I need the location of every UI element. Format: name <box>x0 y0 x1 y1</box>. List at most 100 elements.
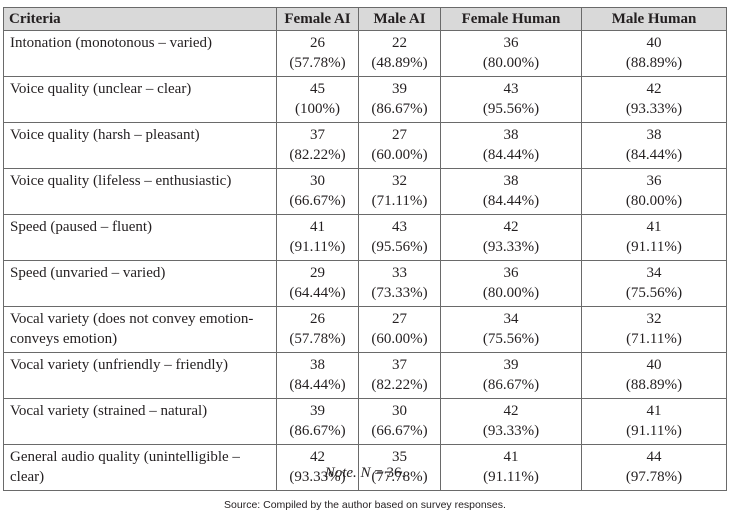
cell-criteria: General audio quality (unintelligible – … <box>3 444 277 491</box>
cell-criteria: Voice quality (unclear – clear) <box>3 76 277 123</box>
percent-value: (84.44%) <box>625 147 683 163</box>
percent-value: (93.33%) <box>289 469 346 485</box>
header-female-human: Female Human <box>440 7 582 31</box>
count-value: 44 <box>646 449 662 465</box>
table-row: Voice quality (unclear – clear) 45 (100%) 3… <box>3 76 727 123</box>
cell-male-ai: 27 (60.00%) <box>358 122 441 169</box>
count-value: 32 <box>646 311 662 327</box>
percent-value: (97.78%) <box>625 469 683 485</box>
count-value: 35 <box>392 449 407 465</box>
cell-female-human: 42 (93.33%) <box>440 398 582 445</box>
count-value: 41 <box>646 219 662 235</box>
percent-value: (95.56%) <box>371 239 428 255</box>
count-value: 37 <box>392 357 407 373</box>
count-value: 30 <box>392 403 407 419</box>
cell-criteria: Speed (paused – fluent) <box>3 214 277 261</box>
cell-criteria: Vocal variety (unfriendly – friendly) <box>3 352 277 399</box>
percent-value: (75.56%) <box>482 331 540 347</box>
header-row: Criteria Female AI Male AI Female Human … <box>3 7 727 31</box>
cell-female-ai: 26 (57.78%) <box>276 306 359 353</box>
count-value: 37 <box>310 127 325 143</box>
count-value: 39 <box>503 357 519 373</box>
note-suffix: = 36. <box>370 465 406 481</box>
count-value: 22 <box>392 35 407 51</box>
cell-criteria: Voice quality (harsh – pleasant) <box>3 122 277 169</box>
source-caption: Source: Compiled by the author based on … <box>224 499 506 511</box>
table-row: Vocal variety (unfriendly – friendly) 38 (… <box>3 352 727 399</box>
percent-value: (57.78%) <box>289 331 346 347</box>
cell-female-human: 36 (80.00%) <box>440 30 582 77</box>
cell-female-ai: 30 (66.67%) <box>276 168 359 215</box>
cell-male-human: 36 (80.00%) <box>581 168 727 215</box>
count-value: 42 <box>646 81 662 97</box>
cell-female-ai: 45 (100%) <box>276 76 359 123</box>
header-criteria: Criteria <box>3 7 277 31</box>
percent-value: (86.67%) <box>482 377 540 393</box>
cell-criteria: Intonation (monotonous – varied) <box>3 30 277 77</box>
percent-value: (71.11%) <box>371 193 428 209</box>
count-value: 40 <box>646 357 662 373</box>
count-value: 45 <box>310 81 325 97</box>
header-male-human: Male Human <box>581 7 727 31</box>
cell-male-ai: 22 (48.89%) <box>358 30 441 77</box>
count-value: 38 <box>310 357 325 373</box>
percent-value: (91.11%) <box>289 239 346 255</box>
cell-female-human: 43 (95.56%) <box>440 76 582 123</box>
count-value: 42 <box>503 219 519 235</box>
count-value: 42 <box>310 449 325 465</box>
cell-criteria: Vocal variety (strained – natural) <box>3 398 277 445</box>
cell-male-human: 34 (75.56%) <box>581 260 727 307</box>
cell-male-human: 42 (93.33%) <box>581 76 727 123</box>
cell-male-ai: 27 (60.00%) <box>358 306 441 353</box>
percent-value: (75.56%) <box>625 285 683 301</box>
table-row: Voice quality (harsh – pleasant) 37 (82.22… <box>3 122 727 169</box>
cell-criteria: Vocal variety (does not convey emotion-c… <box>3 306 277 353</box>
table-row: Vocal variety (strained – natural) 39 (86.… <box>3 398 727 445</box>
cell-criteria: Speed (unvaried – varied) <box>3 260 277 307</box>
table-row: Vocal variety (does not convey emotion-c… <box>3 306 727 353</box>
percent-value: (66.67%) <box>371 423 428 439</box>
percent-value: (80.00%) <box>625 193 683 209</box>
table-note: Note. N = 36. <box>0 465 730 482</box>
percent-value: (93.33%) <box>625 101 683 117</box>
cell-male-human: 32 (71.11%) <box>581 306 727 353</box>
cell-female-human: 39 (86.67%) <box>440 352 582 399</box>
cell-female-human: 41 (91.11%) <box>440 444 582 491</box>
percent-value: (57.78%) <box>289 55 346 71</box>
count-value: 41 <box>646 403 662 419</box>
results-table: Criteria Female AI Male AI Female Human … <box>3 7 727 491</box>
percent-value: (60.00%) <box>371 331 428 347</box>
count-value: 33 <box>392 265 407 281</box>
percent-value: (84.44%) <box>482 147 540 163</box>
table-row: Speed (paused – fluent) 41 (91.11%) 43 (95.5… <box>3 214 727 261</box>
percent-value: (88.89%) <box>625 55 683 71</box>
table-header: Criteria Female AI Male AI Female Human … <box>3 7 727 31</box>
percent-value: (77.78%) <box>371 469 428 485</box>
table-row: Speed (unvaried – varied) 29 (64.44%) 33 (73… <box>3 260 727 307</box>
percent-value: (80.00%) <box>482 55 540 71</box>
percent-value: (80.00%) <box>482 285 540 301</box>
percent-value: (88.89%) <box>625 377 683 393</box>
cell-female-human: 34 (75.56%) <box>440 306 582 353</box>
cell-female-ai: 41 (91.11%) <box>276 214 359 261</box>
percent-value: (84.44%) <box>482 193 540 209</box>
count-value: 36 <box>503 265 519 281</box>
count-value: 41 <box>503 449 519 465</box>
count-value: 30 <box>310 173 325 189</box>
percent-value: (60.00%) <box>371 147 428 163</box>
cell-female-ai: 26 (57.78%) <box>276 30 359 77</box>
count-value: 40 <box>646 35 662 51</box>
count-value: 32 <box>392 173 407 189</box>
percent-value: (100%) <box>295 101 340 117</box>
count-value: 39 <box>310 403 325 419</box>
count-value: 34 <box>503 311 519 327</box>
table-row: Intonation (monotonous – varied) 26 (57.78… <box>3 30 727 77</box>
count-value: 27 <box>392 127 407 143</box>
cell-female-human: 36 (80.00%) <box>440 260 582 307</box>
cell-female-human: 38 (84.44%) <box>440 122 582 169</box>
count-value: 26 <box>310 311 325 327</box>
table-row: Voice quality (lifeless – enthusiastic) 3… <box>3 168 727 215</box>
cell-female-ai: 42 (93.33%) <box>276 444 359 491</box>
count-value: 36 <box>646 173 662 189</box>
count-value: 43 <box>392 219 407 235</box>
